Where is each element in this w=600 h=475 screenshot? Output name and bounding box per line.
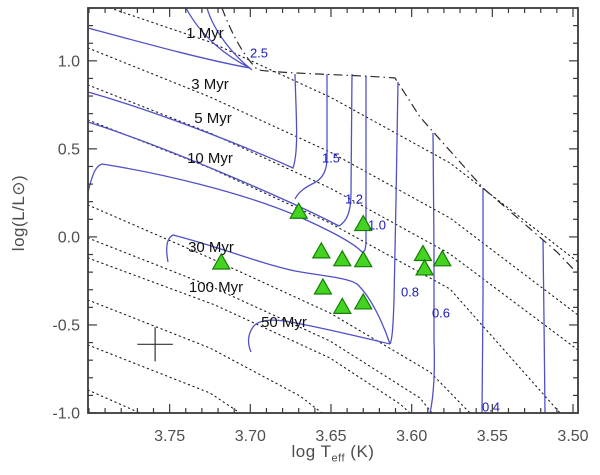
- data-point-triangle: [353, 214, 373, 232]
- track-mass-label: 1.0: [368, 218, 386, 233]
- mass-track-curve: [87, 27, 251, 69]
- isochrone-age-label: 3 Myr: [191, 76, 229, 93]
- isochrone-age-label: 10 Myr: [187, 150, 233, 167]
- isochrone-curve: [87, 344, 241, 414]
- mass-track-curve: [389, 81, 399, 345]
- isochrone-age-label: 1 Myr: [186, 25, 224, 42]
- isochrone-age-label: 100 Myr: [189, 279, 243, 296]
- data-point-triangle: [332, 297, 352, 314]
- isochrone-age-label: 30 Myr: [188, 239, 234, 256]
- track-mass-label: 0.6: [432, 306, 450, 321]
- y-tick-label: -0.5: [52, 317, 80, 334]
- data-point-triangle: [313, 277, 333, 295]
- y-tick-label: -1.0: [52, 406, 80, 423]
- mass-track-curve: [247, 319, 391, 353]
- plot-frame: [87, 7, 579, 414]
- mass-track-curve: [206, 7, 253, 71]
- data-point-triangle: [289, 202, 309, 219]
- data-point-triangle: [353, 250, 373, 268]
- data-point-triangle: [211, 252, 231, 270]
- isochrone-curve: [87, 389, 141, 414]
- isochrone-curve: [87, 299, 323, 414]
- track-mass-label: 2.5: [250, 46, 268, 61]
- data-point-triangle: [332, 249, 352, 267]
- track-mass-label: 1.5: [322, 151, 340, 166]
- track-mass-label: 1.2: [345, 192, 363, 207]
- data-point-triangle: [432, 249, 452, 267]
- isochrone-curve: [87, 47, 579, 316]
- x-tick-label: 3.65: [315, 428, 346, 445]
- birthline-curve: [221, 7, 579, 275]
- mass-track-curve: [294, 74, 328, 200]
- x-axis-label: log Teff (K): [88, 442, 578, 464]
- y-tick-label: 0.0: [58, 229, 80, 246]
- mass-track-curve: [87, 73, 298, 169]
- isochrone-curve: [87, 119, 561, 414]
- isochrone-curve: [87, 84, 579, 351]
- isochrone-age-label: 5 Myr: [194, 110, 232, 127]
- x-tick-label: 3.55: [477, 428, 508, 445]
- data-point-triangle: [415, 258, 435, 276]
- x-axis-label-unit: (K): [345, 442, 375, 461]
- data-point-triangle: [413, 244, 433, 262]
- track-mass-label: 0.4: [482, 400, 500, 415]
- isochrone-curve: [109, 7, 579, 263]
- y-tick-label: 0.5: [58, 141, 80, 158]
- mass-track-curve: [542, 239, 546, 414]
- y-axis-label: log(L/L⊙): [9, 174, 28, 252]
- mass-track-curve: [87, 73, 353, 227]
- mass-track-curve: [481, 188, 484, 414]
- track-mass-label: 0.8: [401, 285, 419, 300]
- isochrone-curve: [87, 237, 433, 414]
- data-point-triangle: [311, 241, 331, 259]
- x-axis-label-main: log T: [291, 442, 332, 461]
- isochrone-age-label: 50 Myr: [261, 314, 307, 331]
- mass-track-curve: [429, 132, 436, 414]
- x-tick-label: 3.50: [557, 428, 588, 445]
- data-point-triangle: [353, 292, 373, 310]
- x-tick-label: 3.70: [235, 428, 266, 445]
- x-axis-label-sub: eff: [331, 452, 346, 465]
- mass-track-curve: [185, 7, 251, 69]
- y-tick-label: 1.0: [58, 53, 80, 70]
- x-tick-label: 3.60: [396, 428, 427, 445]
- x-tick-label: 3.75: [154, 428, 185, 445]
- isochrone-curve: [87, 204, 471, 414]
- mass-track-curve: [166, 234, 391, 345]
